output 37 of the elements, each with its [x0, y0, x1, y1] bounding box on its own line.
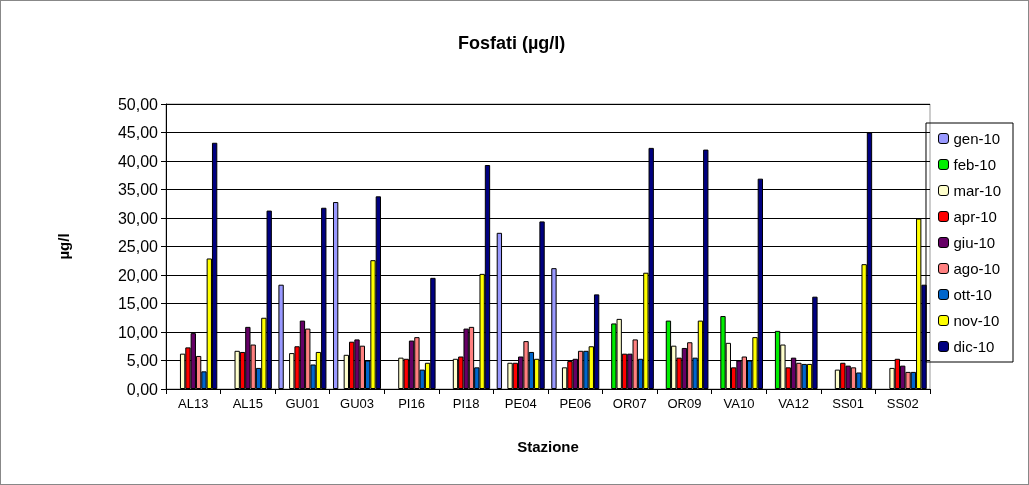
legend-label: gen-10 — [953, 130, 1001, 147]
legend-label: feb-10 — [953, 156, 997, 173]
y-tick-label: 5,00 — [126, 352, 159, 369]
x-tick-label: PI18 — [452, 396, 480, 411]
legend-label: ago-10 — [953, 260, 1001, 277]
legend-label: nov-10 — [953, 312, 1000, 329]
y-axis-title: µg/l — [55, 233, 72, 260]
legend-label: giu-10 — [953, 234, 996, 251]
y-tick-label: 15,00 — [117, 295, 159, 312]
x-tick-label: VA10 — [723, 396, 755, 411]
legend-label: mar-10 — [953, 182, 1001, 199]
y-tick-label: 25,00 — [117, 238, 159, 255]
y-tick-label: 35,00 — [117, 181, 159, 198]
y-tick-label: 40,00 — [117, 152, 159, 170]
x-tick-label: OR09 — [667, 396, 702, 411]
legend-label: ott-10 — [953, 286, 992, 303]
x-tick-label: OR07 — [612, 396, 647, 411]
y-tick-label: 50,00 — [117, 95, 159, 113]
x-tick-label: GU01 — [285, 396, 320, 411]
y-tick-label: 45,00 — [117, 124, 159, 141]
x-axis-title: Stazione — [517, 438, 579, 455]
y-tick-label: 10,00 — [117, 323, 159, 341]
legend-label: dic-10 — [953, 338, 995, 355]
x-tick-label: AL13 — [178, 396, 209, 411]
y-tick-label: 20,00 — [117, 266, 159, 284]
x-tick-label: VA12 — [778, 396, 809, 411]
y-tick-label: 0,00 — [126, 380, 159, 398]
x-tick-label: PI16 — [398, 396, 425, 411]
y-tick-label: 30,00 — [117, 209, 159, 227]
x-tick-label: SS02 — [886, 396, 919, 411]
x-tick-label: PE06 — [559, 396, 592, 411]
legend-label: apr-10 — [953, 208, 997, 225]
x-tick-label: AL15 — [232, 396, 264, 411]
x-tick-label: PE04 — [504, 396, 537, 411]
x-tick-label: GU03 — [340, 396, 374, 411]
x-tick-label: SS01 — [832, 396, 865, 411]
chart-title: Fosfati (µg/l) — [458, 33, 566, 53]
